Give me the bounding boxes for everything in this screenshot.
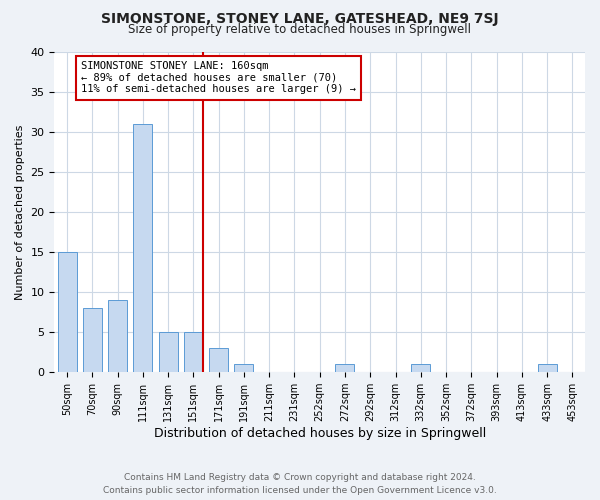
Bar [184, 332, 203, 372]
Text: Size of property relative to detached houses in Springwell: Size of property relative to detached ho… [128, 22, 472, 36]
Bar [209, 348, 228, 372]
Bar [158, 332, 178, 372]
Text: SIMONSTONE STONEY LANE: 160sqm
← 89% of detached houses are smaller (70)
11% of : SIMONSTONE STONEY LANE: 160sqm ← 89% of … [81, 61, 356, 94]
X-axis label: Distribution of detached houses by size in Springwell: Distribution of detached houses by size … [154, 427, 486, 440]
Text: Contains HM Land Registry data © Crown copyright and database right 2024.
Contai: Contains HM Land Registry data © Crown c… [103, 473, 497, 495]
Text: SIMONSTONE, STONEY LANE, GATESHEAD, NE9 7SJ: SIMONSTONE, STONEY LANE, GATESHEAD, NE9 … [101, 12, 499, 26]
Y-axis label: Number of detached properties: Number of detached properties [15, 124, 25, 300]
Bar [335, 364, 355, 372]
Bar [133, 124, 152, 372]
Bar [411, 364, 430, 372]
Bar [235, 364, 253, 372]
Bar [83, 308, 102, 372]
Bar [58, 252, 77, 372]
Bar [108, 300, 127, 372]
Bar [538, 364, 557, 372]
